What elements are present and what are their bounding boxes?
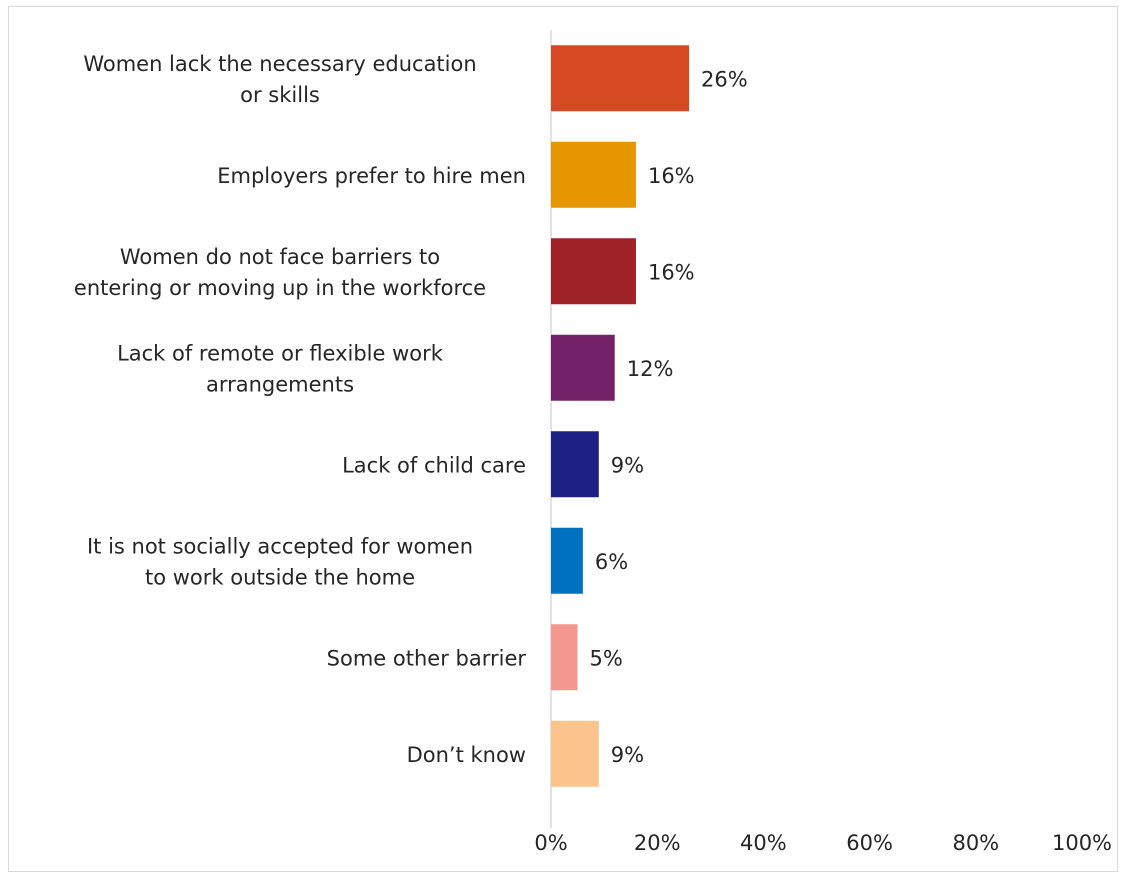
category-label-line: Women lack the necessary education — [83, 52, 476, 76]
category-label-3: Women do not face barriers to entering or… — [74, 245, 486, 300]
category-label-line: It is not socially accepted for women — [87, 534, 473, 558]
x-tick-label-20: 20% — [634, 831, 681, 855]
category-label-line: Lack of child care — [342, 453, 526, 477]
category-label-line: Some other barrier — [327, 646, 527, 670]
bar-3 — [551, 238, 636, 305]
category-label-line: arrangements — [206, 372, 354, 396]
data-labels: 26% 16% 16% 12% 9% 6% 5% 9% — [590, 67, 748, 767]
category-label-line: Lack of remote or flexible work — [117, 341, 444, 365]
category-label-6: It is not socially accepted for women to … — [87, 534, 473, 589]
category-label-line: Don’t know — [407, 743, 526, 767]
x-tick-label-0: 0% — [534, 831, 567, 855]
data-label-3: 16% — [648, 260, 695, 284]
data-label-7: 5% — [590, 646, 623, 670]
category-label-5: Lack of child care — [342, 453, 526, 477]
bars — [551, 45, 690, 787]
category-label-line: Women do not face barriers to — [120, 245, 440, 269]
bar-8 — [551, 720, 599, 787]
x-axis-tick-labels: 0% 20% 40% 60% 80% 100% — [534, 831, 1112, 855]
bar-5 — [551, 431, 599, 498]
data-label-6: 6% — [595, 550, 628, 574]
category-labels: Women lack the necessary education or ski… — [74, 52, 526, 767]
data-label-8: 9% — [611, 743, 644, 767]
data-label-4: 12% — [627, 357, 674, 381]
bar-6 — [551, 527, 583, 594]
category-label-8: Don’t know — [407, 743, 526, 767]
bar-4 — [551, 334, 615, 401]
data-label-1: 26% — [701, 67, 748, 91]
bar-7 — [551, 624, 578, 691]
x-tick-label-60: 60% — [846, 831, 893, 855]
data-label-5: 9% — [611, 453, 644, 477]
category-label-line: to work outside the home — [145, 565, 415, 589]
chart-frame — [8, 6, 1118, 872]
x-tick-label-100: 100% — [1052, 831, 1112, 855]
data-label-2: 16% — [648, 164, 695, 188]
category-label-line: entering or moving up in the workforce — [74, 276, 486, 300]
category-label-line: or skills — [240, 83, 320, 107]
category-label-2: Employers prefer to hire men — [217, 164, 526, 188]
category-label-line: Employers prefer to hire men — [217, 164, 526, 188]
category-label-7: Some other barrier — [327, 646, 527, 670]
bar-1 — [551, 45, 690, 112]
category-label-1: Women lack the necessary education or ski… — [83, 52, 476, 107]
x-tick-label-80: 80% — [952, 831, 999, 855]
x-tick-label-40: 40% — [740, 831, 787, 855]
category-label-4: Lack of remote or flexible work arrangeme… — [117, 341, 444, 396]
bar-2 — [551, 141, 636, 208]
